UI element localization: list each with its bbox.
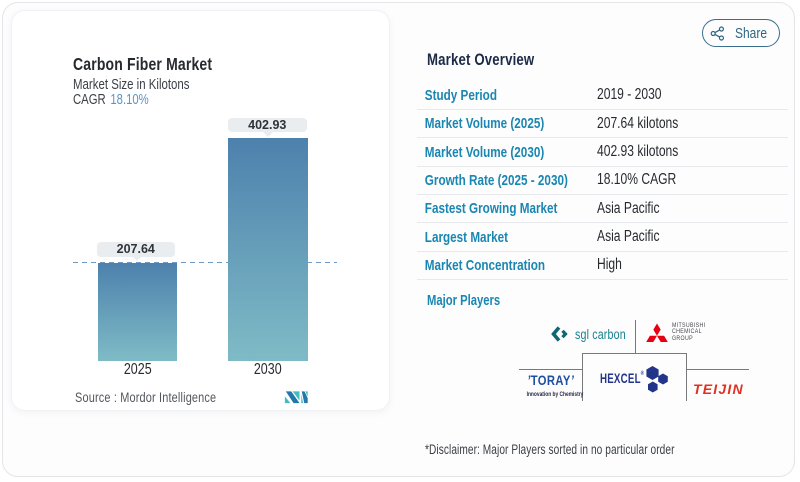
players-divider-left [518,369,582,371]
bar-value-label-2025: 207.64 [96,242,175,257]
chart-card: Carbon Fiber Market Market Size in Kilot… [11,10,390,411]
table-row: Market Volume (2025) 207.64 kilotons [416,110,788,139]
toray-logo: ’TORAY’ Innovation by Chemistry [519,372,583,398]
hexcel-cell-border [582,353,687,401]
toray-quote: ’ [570,372,574,388]
mordor-intelligence-logo [284,391,308,404]
chart-title: Carbon Fiber Market [72,54,212,74]
disclaimer-text: *Disclaimer: Major Players sorted in no … [424,441,675,457]
toray-quote: ’ [526,372,531,388]
row-label: Market Volume (2025) [424,115,544,133]
bar-value-pointer-2025 [132,256,143,262]
bar-value-pointer-2030 [262,132,273,138]
row-value: Asia Pacific [596,199,660,217]
table-row: Market Concentration High [416,252,788,281]
toray-text: ’TORAY’ [525,372,576,388]
x-label-2025: 2025 [123,361,152,378]
row-label: Study Period [424,86,497,104]
teijin-logo: TEIJIN [693,381,744,397]
hexcel-word-text: HEXCEL [600,371,641,386]
table-row: Fastest Growing Market Asia Pacific [416,195,788,224]
mitsubishi-text-line: MITSUBISHI [672,321,706,329]
players-divider-vertical [634,320,636,354]
mitsubishi-text-line: GROUP [672,335,693,343]
source-attribution: Source : Mordor Intelligence [74,390,216,405]
cagr-value: 18.10% [109,91,149,108]
hexcel-hexagons-icon [646,366,668,393]
mitsubishi-diamonds-icon [646,323,668,342]
share-button-label: Share [735,24,768,42]
row-value: 18.10% CAGR [596,171,677,189]
row-label: Largest Market [424,228,508,246]
overview-table: Study Period 2019 - 2030 Market Volume (2… [416,82,788,281]
row-value: 2019 - 2030 [596,86,662,104]
bar-2025 [97,262,178,362]
sgl-carbon-text: sgl carbon [575,326,626,342]
chart-subtitle: Market Size in Kilotons [72,76,190,93]
overview-heading: Market Overview [426,51,534,69]
teijin-text: TEIJIN [693,381,744,397]
row-value: Asia Pacific [596,228,660,246]
table-row: Growth Rate (2025 - 2030) 18.10% CAGR [416,167,788,196]
mitsubishi-chemical-group-logo: MITSUBISHI CHEMICAL GROUP [646,321,714,344]
sgl-carbon-logo: sgl carbon [551,326,639,342]
bar-value-label-2030: 402.93 [228,117,307,133]
row-label: Fastest Growing Market [424,200,558,218]
bar-chart: 207.64 2025 402.93 2030 [12,11,391,412]
cagr-label: CAGR [72,91,106,108]
toray-tagline: Innovation by Chemistry [526,390,583,398]
row-value: 207.64 kilotons [596,114,679,132]
major-players-label: Major Players [426,291,500,309]
reference-dashed-line [72,262,337,264]
hexcel-logo: HEXCEL® [600,365,688,393]
bar-2030 [228,138,308,362]
toray-word-text: TORAY [530,372,571,388]
mitsubishi-text-line: CHEMICAL [672,328,702,336]
row-label: Market Volume (2030) [424,143,544,161]
sgl-carbon-mark-icon [551,326,568,342]
hexcel-registered-mark: ® [640,371,645,377]
x-label-2030: 2030 [253,361,282,378]
table-row: Study Period 2019 - 2030 [416,82,788,111]
row-value: 402.93 kilotons [596,143,679,161]
hexcel-text: HEXCEL® [600,371,644,386]
players-divider-right [686,369,749,371]
cagr-line: CAGR 18.10% [73,92,149,108]
share-nodes-icon [711,25,725,41]
table-row: Largest Market Asia Pacific [416,223,788,252]
mitsubishi-text: MITSUBISHI CHEMICAL GROUP [672,321,706,344]
row-label: Growth Rate (2025 - 2030) [424,171,568,189]
table-row: Market Volume (2030) 402.93 kilotons [416,138,788,167]
row-value: High [596,256,622,274]
share-button[interactable]: Share [702,19,780,47]
row-label: Market Concentration [424,256,545,274]
